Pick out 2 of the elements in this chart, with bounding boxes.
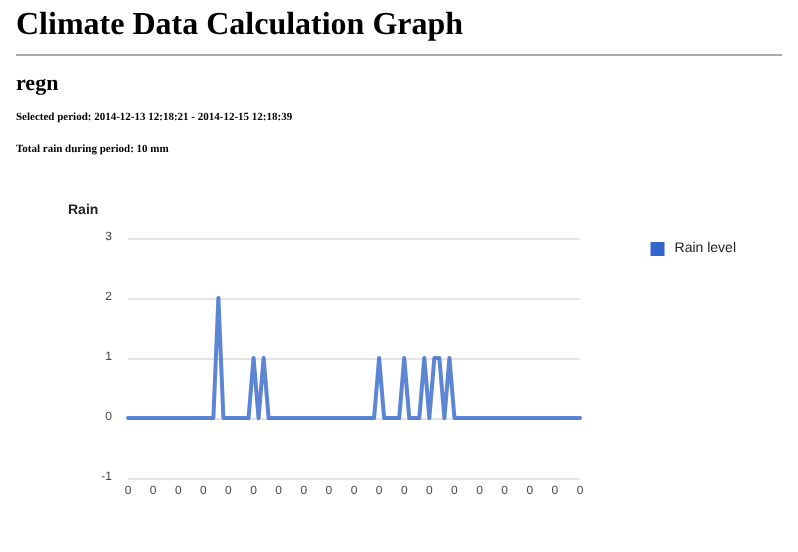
chart-subtitle: regn — [16, 72, 61, 96]
chart-title: Climate Data Calculation Graph — [16, 8, 466, 44]
